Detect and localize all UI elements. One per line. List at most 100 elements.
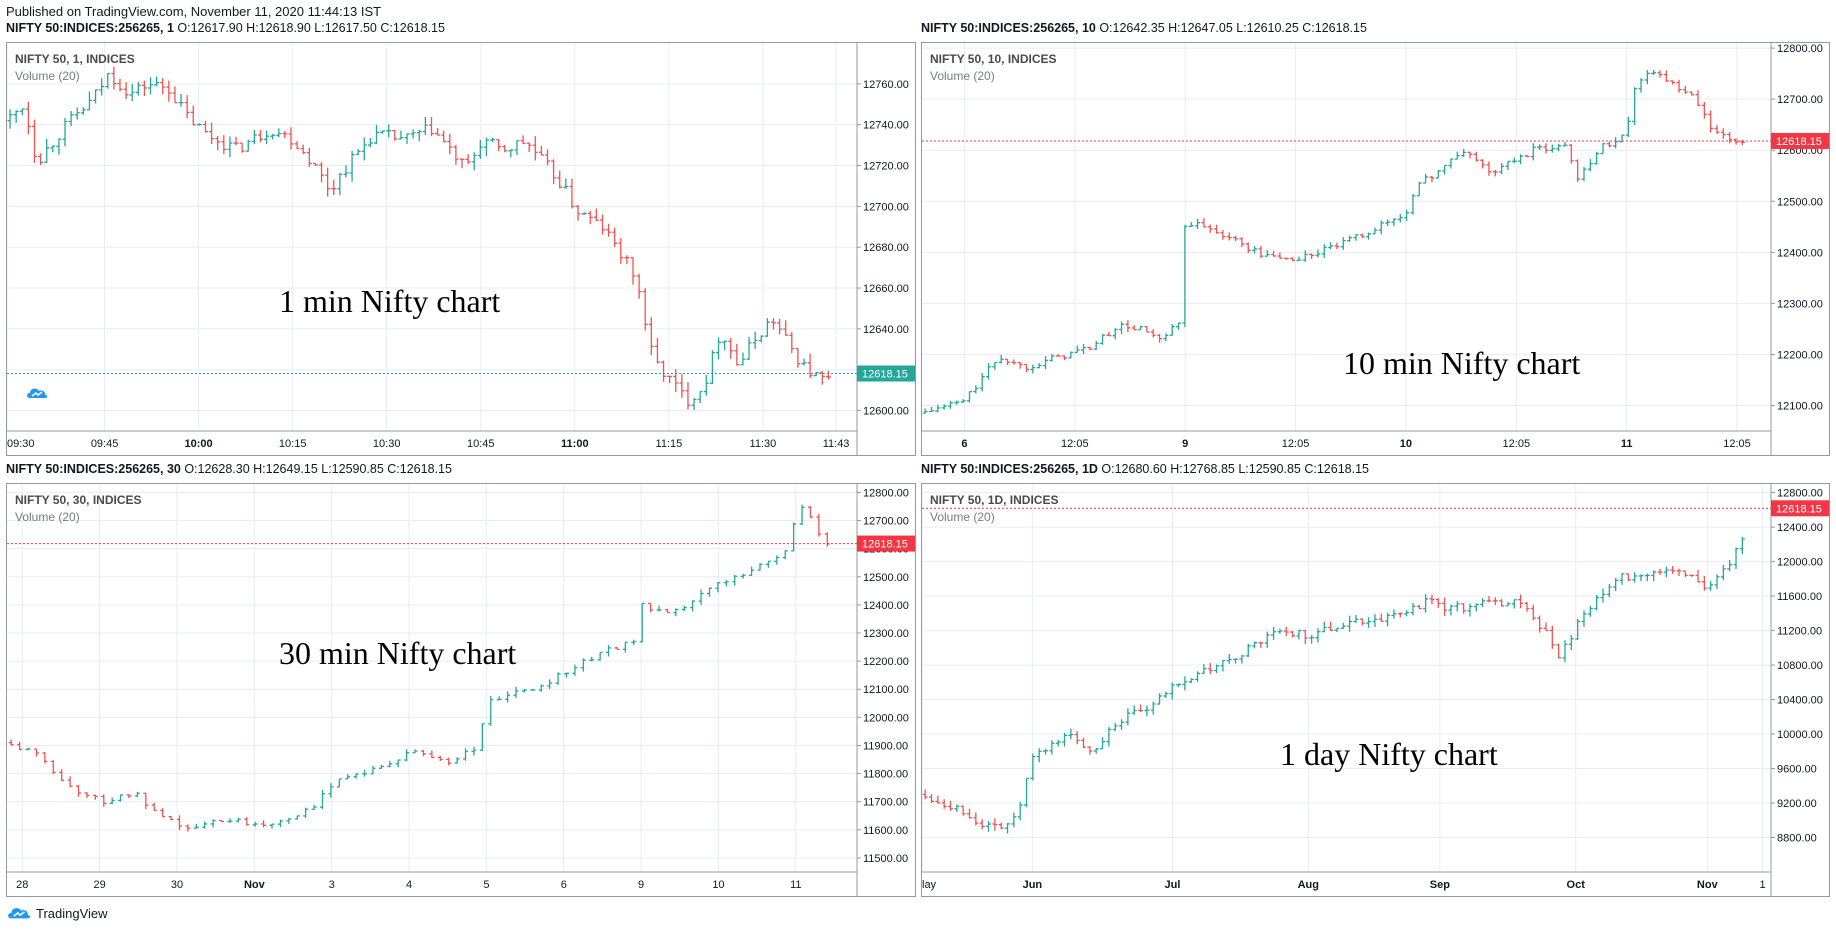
chart-panel-30min[interactable]: 11500.00 11600.00 11700.00 11800.00 11900.00…	[6, 483, 916, 897]
ohlc-bar	[1524, 154, 1530, 158]
ohlc-bar	[56, 138, 62, 155]
ohlc-bar	[1581, 610, 1587, 628]
chart-panel-1min[interactable]: 12600.0012620.0012640.0012660.0012680.00…	[6, 42, 916, 456]
ohlc-bar	[673, 369, 679, 393]
ohlc-bar	[50, 145, 56, 153]
y-tick-label: 11500.00	[863, 853, 908, 865]
chart-panel-1day[interactable]: 8800.00 9200.00 9600.00 10000.00 10400.00 108…	[921, 483, 1830, 897]
ohlc-bar	[1017, 801, 1023, 821]
ohlc-bar	[799, 504, 805, 526]
ohlc-bar	[1055, 739, 1061, 747]
ohlc-bar	[998, 354, 1004, 364]
y-tick-label: 12100.00	[1777, 400, 1823, 412]
ohlc-bar	[235, 817, 241, 823]
ohlc-bar	[437, 755, 443, 762]
ohlc-bar	[941, 404, 947, 410]
ohlc-bar	[1353, 614, 1359, 623]
ohlc-bar	[1682, 570, 1688, 577]
ohlc-bar	[722, 340, 728, 351]
ohlc-bar	[454, 757, 460, 764]
ohlc-bar	[1182, 676, 1188, 691]
y-tick-label: 12720.00	[863, 161, 909, 173]
ohlc-bar	[1644, 70, 1650, 85]
ohlc-bar	[1473, 151, 1479, 162]
ohlc-bar	[227, 818, 233, 824]
ohlc-bar	[816, 513, 822, 537]
ohlc-bar	[447, 133, 453, 155]
ohlc-bar	[176, 815, 182, 831]
ohlc-bar	[530, 688, 536, 691]
ohlc-bar	[948, 400, 954, 409]
y-tick-label: 11900.00	[863, 740, 908, 752]
ohlc-bar	[325, 167, 331, 197]
ohlc-bar	[1157, 333, 1163, 343]
ohlc-bar	[1347, 615, 1353, 632]
ohlc-bar	[1492, 597, 1498, 605]
ohlc-bar	[1011, 359, 1017, 365]
ohlc-bar	[111, 66, 117, 90]
ohlc-bar	[76, 785, 82, 797]
ohlc-bar	[1359, 233, 1365, 239]
published-line: Published on TradingView.com, November 1…	[6, 4, 382, 19]
chart-panel-10min[interactable]: 12100.00 12200.00 12300.00 12400.00 12500.00…	[921, 42, 1830, 456]
ohlc-bar	[1689, 91, 1695, 96]
ohlc-bar	[967, 808, 973, 819]
ohlc-bar	[1309, 253, 1315, 259]
ohlc-bar	[1226, 232, 1232, 241]
ohlc-bar	[319, 162, 325, 183]
ohlc-bar	[1144, 326, 1150, 333]
ohlc-bar	[126, 794, 132, 799]
ohlc-bar	[1372, 614, 1378, 627]
ohlc-bar	[239, 142, 245, 153]
ohlc-bar	[370, 765, 376, 775]
ohlc-bar	[80, 107, 86, 115]
y-tick-label: 10000.00	[1777, 729, 1823, 741]
ohlc-bar	[1093, 340, 1099, 350]
ohlc-bar	[151, 802, 157, 811]
x-tick-label: 09:30	[7, 438, 35, 450]
ohlc-bar	[1714, 125, 1720, 134]
ohlc-bar	[520, 135, 526, 145]
chart-legend: NIFTY 50, 1D, INDICES Volume (20)	[930, 492, 1058, 526]
ohlc-bar	[190, 105, 196, 126]
ohlc-bar	[1011, 812, 1017, 828]
ohlc-bar	[740, 573, 746, 579]
ohlc-bar	[664, 608, 670, 614]
ohlc-bar	[1442, 164, 1448, 175]
ohlc-bar	[1277, 252, 1283, 259]
ohlc-bar	[555, 672, 561, 685]
ohlc-bar	[935, 404, 941, 413]
ohlc-bar	[86, 91, 92, 111]
y-tick-label: 12740.00	[863, 120, 909, 132]
ohlc-bar	[1543, 143, 1549, 154]
last-price-label: 12618.15	[1776, 136, 1822, 148]
ohlc-bar	[929, 794, 935, 804]
ohlc-bar	[782, 550, 788, 560]
ohlc-bar	[50, 760, 56, 775]
ohlc-bar	[1176, 322, 1182, 330]
footer-brand[interactable]: TradingView	[6, 904, 108, 922]
x-tick-label: 12:05	[1723, 438, 1751, 450]
x-tick-label: Sep	[1430, 879, 1450, 891]
ohlc-bar	[648, 317, 654, 356]
ohlc-bar	[1081, 343, 1087, 355]
ohlc-bar	[1049, 353, 1055, 362]
legend-symbol: NIFTY 50, 10, INDICES	[930, 52, 1057, 66]
ohlc-bar	[1258, 245, 1264, 258]
chart-annotation: 1 day Nifty chart	[1280, 736, 1498, 772]
ohlc-bar	[286, 818, 292, 824]
y-tick-label: 12500.00	[1777, 196, 1823, 208]
ohlc-bar	[667, 375, 673, 384]
legend-volume: Volume (20)	[15, 69, 80, 83]
ohlc-bar	[1676, 79, 1682, 93]
ohlc-bar	[614, 646, 620, 650]
ohlc-bar	[488, 696, 494, 726]
ohlc-bar	[143, 792, 149, 810]
ohlc-bar	[1632, 572, 1638, 583]
ohlc-bar	[349, 150, 355, 182]
ohlc-bar	[960, 805, 966, 816]
ohlc-bar	[948, 800, 954, 811]
ohlc-bar	[1087, 346, 1093, 350]
ohlc-bar	[698, 589, 704, 605]
ohlc-bar	[807, 353, 813, 379]
